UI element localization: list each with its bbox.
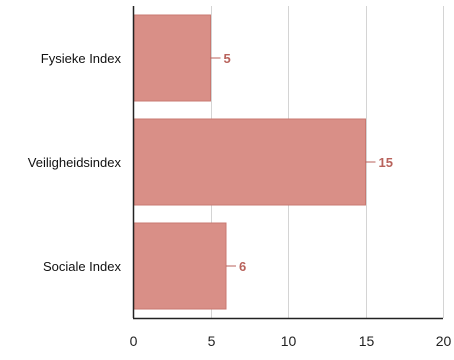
axes xyxy=(132,6,443,320)
x-tick-label-10: 10 xyxy=(281,333,297,349)
x-tick-label-0: 0 xyxy=(130,333,138,349)
data-label-sociale-index: 6 xyxy=(239,259,246,274)
category-label-sociale-index: Sociale Index xyxy=(43,259,122,274)
x-tick-label-15: 15 xyxy=(359,333,375,349)
category-label-fysieke-index: Fysieke Index xyxy=(41,51,122,66)
bar-fysieke-index xyxy=(133,14,211,102)
data-label-fysieke-index: 5 xyxy=(224,51,231,66)
category-label-veiligheidsindex: Veiligheidsindex xyxy=(28,155,122,170)
labels: 0 5 10 15 20 Fysieke Index 5 Veiligheidsindex 15… xyxy=(28,51,452,349)
bar-veiligheidsindex xyxy=(133,118,366,206)
bars xyxy=(133,14,366,310)
data-label-veiligheidsindex: 15 xyxy=(379,155,393,170)
x-tick-label-20: 20 xyxy=(436,333,452,349)
bar-sociale-index xyxy=(133,222,227,310)
x-tick-label-5: 5 xyxy=(208,333,216,349)
